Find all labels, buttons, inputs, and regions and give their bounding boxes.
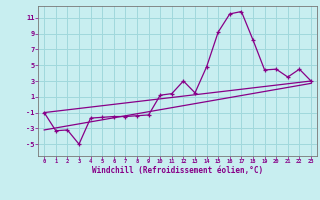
X-axis label: Windchill (Refroidissement éolien,°C): Windchill (Refroidissement éolien,°C) (92, 166, 263, 175)
